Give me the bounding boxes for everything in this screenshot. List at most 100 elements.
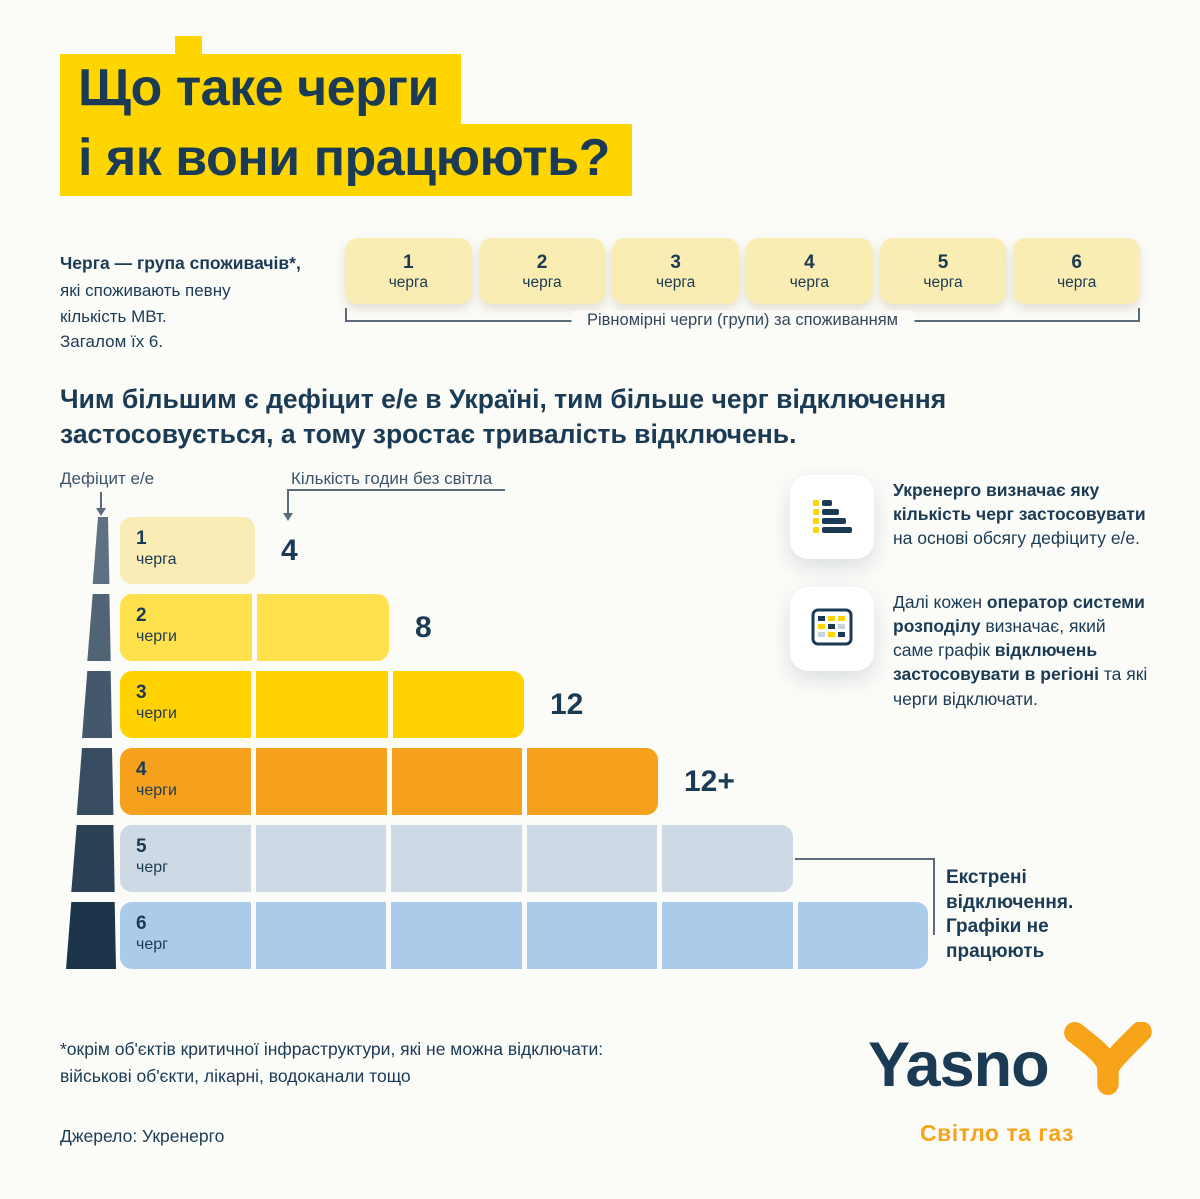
wedge-segment [92, 517, 110, 584]
queue-box-5: 5 черга [879, 238, 1007, 304]
wedge-segment [87, 594, 111, 661]
deficit-wedge [62, 517, 118, 969]
wedge-segment [76, 748, 114, 815]
queue-bar-3: 3 черги [120, 671, 524, 738]
bar-segment [662, 902, 793, 969]
bar-queue-number: 6 [136, 913, 147, 934]
wedge-segment [82, 671, 112, 738]
queue-label: черга [789, 273, 829, 291]
bar-segment [526, 902, 657, 969]
queue-bar-4: 4 черги [120, 748, 658, 815]
bar-segment [255, 902, 386, 969]
info-card-icon-box [790, 587, 874, 671]
statement-line-2: застосовується, а тому зростає триваліст… [60, 418, 797, 449]
bar-segment [257, 594, 389, 661]
chart-row-1: 1 черга 4 [120, 517, 954, 584]
intro-line: Загалом їх 6. [60, 332, 164, 352]
queue-number: 1 [403, 251, 414, 273]
brand-wordmark: Yasno [868, 1029, 1050, 1100]
queue-label: черга [656, 273, 696, 291]
bar-segment [391, 748, 523, 815]
bar-segment [255, 825, 387, 892]
queue-label: черга [1057, 273, 1097, 291]
queue-label: черга [388, 273, 428, 291]
bar-queue-word: черг [136, 935, 168, 953]
bar-segment [120, 902, 251, 969]
footnote-line-2: військові об'єкти, лікарні, водоканали т… [60, 1066, 411, 1087]
emergency-note: Екстрені відключення. Графіки не працюют… [946, 866, 1140, 965]
bar-queue-number: 1 [136, 528, 147, 549]
bar-segment [662, 825, 793, 892]
footnote-line-1: *окрім об'єктів критичної інфраструктури… [60, 1039, 604, 1059]
intro-lead: Черга — група споживачів*, [60, 253, 301, 273]
bar-segment [120, 825, 251, 892]
queue-box-3: 3 черга [612, 238, 740, 304]
bar-queue-number: 4 [136, 759, 147, 780]
queues-bracket: Рівномірні черги (групи) за споживанням [345, 308, 1140, 330]
bar-segment [120, 748, 251, 815]
hours-value: 12+ [684, 764, 735, 798]
bar-label: 1 черга [136, 528, 177, 569]
bar-queue-word: черги [136, 704, 177, 722]
bar-segment [527, 748, 658, 815]
deficit-axis-label: Дефіцит е/е [60, 469, 155, 488]
bar-segment [526, 825, 658, 892]
bar-queue-word: черга [136, 550, 177, 568]
queue-number: 2 [536, 251, 548, 273]
hours-value: 8 [415, 610, 432, 644]
hours-pointer-line [283, 489, 505, 521]
bar-label: 6 черг [136, 913, 168, 954]
schedule-grid-icon [809, 604, 855, 655]
bar-segment [120, 517, 255, 584]
queue-label: черга [522, 273, 562, 291]
bar-segment [797, 902, 928, 969]
bar-label: 4 черги [136, 759, 177, 800]
bar-segment [391, 902, 522, 969]
statement-line-1: Чим більшим є дефіцит е/е в Україні, тим… [60, 384, 947, 414]
queue-bar-6: 6 черг [120, 902, 928, 969]
page-title-line-2: і як вони працюють? [60, 124, 632, 196]
queue-box-2: 2 черга [478, 238, 606, 304]
intro-line: кількість МВт. [60, 306, 167, 326]
bracket-label: Рівномірні черги (групи) за споживанням [570, 311, 915, 330]
queue-number: 4 [804, 251, 815, 273]
brand-logo: Yasno [868, 1021, 1155, 1101]
chart-row-4: 4 черги 12+ [120, 748, 954, 815]
outage-chart: Дефіцит е/е Кількість годин без світла 1… [60, 465, 1147, 985]
queue-row: 1 черга 2 черга 3 черга 4 черга 5 черга … [345, 238, 1141, 304]
bar-queue-word: черги [136, 781, 177, 799]
bar-label: 2 черги [136, 605, 177, 646]
intro-line: які споживають певну [60, 281, 231, 301]
emergency-bracket-line [795, 858, 935, 935]
bar-segment [391, 825, 522, 892]
wedge-segment [66, 902, 116, 969]
queue-bar-5: 5 черг [120, 825, 793, 892]
bar-segment [256, 671, 388, 738]
bar-label: 5 черг [136, 836, 168, 877]
info-card-text: Укренерго визначає яку кількість черг за… [893, 480, 1146, 549]
source-note: Джерело: Укренерго [60, 1126, 225, 1146]
chart-row-3: 3 черги 12 [120, 671, 954, 738]
bar-queue-number: 5 [136, 836, 147, 857]
queue-number: 6 [1071, 251, 1082, 273]
intro-text: Черга — група споживачів*, які споживают… [60, 250, 335, 355]
hours-axis-label: Кількість годин без світла [291, 469, 493, 488]
queue-number: 3 [670, 251, 681, 273]
page-title-line-1: Що таке черги [60, 54, 461, 126]
bar-segment [120, 671, 252, 738]
queue-box-4: 4 черга [746, 238, 873, 304]
hours-value: 12 [550, 687, 584, 721]
queue-label: черга [923, 273, 963, 291]
info-card-text: Далі кожен оператор системи розподілу ви… [893, 592, 1148, 709]
queue-box-1: 1 черга [345, 238, 472, 304]
yasno-y-icon [1059, 1021, 1155, 1101]
queue-bar-2: 2 черги [120, 594, 389, 661]
info-card-operator: Далі кожен оператор системи розподілу ви… [790, 587, 1149, 711]
bar-rows: 1 черга 4 2 черги 8 3 [120, 517, 954, 969]
bar-chart-icon [809, 492, 855, 543]
bar-segment [392, 671, 524, 738]
queue-bar-1: 1 черга [120, 517, 255, 584]
chart-row-5: 5 черг [120, 825, 954, 892]
emergency-note-line-2: Графіки не працюють [946, 916, 1049, 963]
